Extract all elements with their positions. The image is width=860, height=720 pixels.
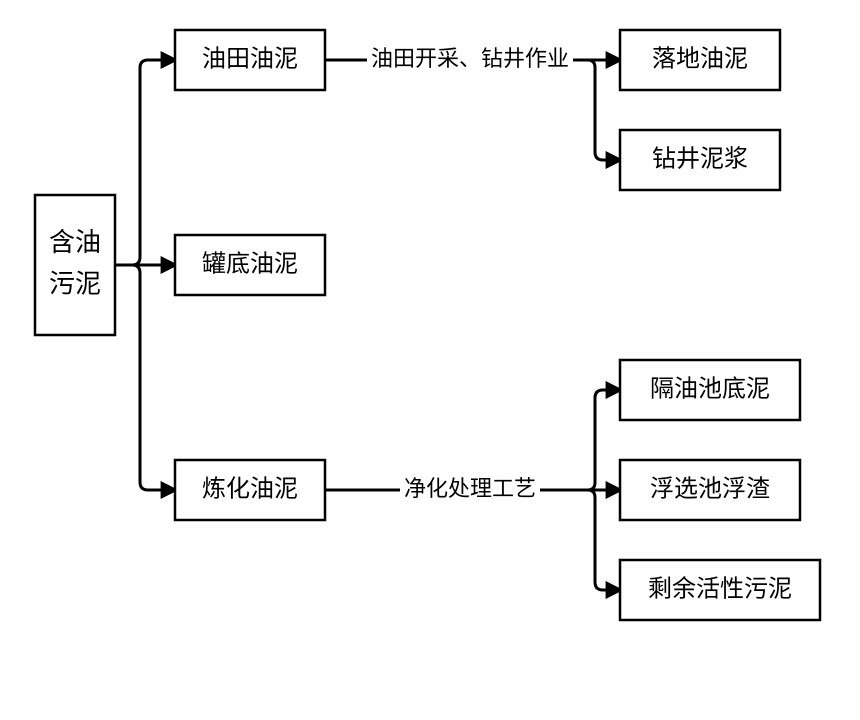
flowchart-canvas: 油田开采、钻井作业净化处理工艺 含油污泥 油田油泥罐底油泥炼化油泥 落地油泥钻井泥浆隔…: [0, 0, 860, 720]
node-n1a: 落地油泥: [620, 30, 780, 90]
edge-n1-n1b: [580, 60, 620, 160]
node-n1: 油田油泥: [175, 30, 325, 90]
node-root: 含油污泥: [35, 195, 115, 335]
edge-root-n1: [115, 60, 175, 265]
node-n2: 罐底油泥: [175, 235, 325, 295]
node-label-n1: 油田油泥: [202, 45, 298, 72]
edge-label-n3-n3b: 净化处理工艺: [404, 476, 536, 501]
node-n3a: 隔油池底泥: [620, 360, 800, 420]
node-label-n1b: 钻井泥浆: [652, 145, 748, 172]
node-box-root: [35, 195, 115, 335]
edge-label-n1-n1a: 油田开采、钻井作业: [371, 46, 569, 71]
node-label-n3a: 隔油池底泥: [650, 375, 770, 402]
node-label-n3: 炼化油泥: [202, 475, 298, 502]
node-label-n3c: 剩余活性污泥: [648, 575, 792, 602]
node-n3: 炼化油泥: [175, 460, 325, 520]
node-n3c: 剩余活性污泥: [620, 560, 820, 620]
node-n3b: 浮选池浮渣: [620, 460, 800, 520]
node-label-n2: 罐底油泥: [202, 250, 298, 277]
edge-n3-n3c: [580, 490, 620, 590]
node-n1b: 钻井泥浆: [620, 130, 780, 190]
edge-root-n3: [115, 265, 175, 490]
edge-n3-n3a: [580, 390, 620, 490]
node-label-root-line1: 污泥: [49, 269, 101, 299]
node-label-root-line0: 含油: [49, 227, 101, 257]
node-label-n3b: 浮选池浮渣: [650, 475, 770, 502]
node-label-n1a: 落地油泥: [652, 45, 748, 72]
